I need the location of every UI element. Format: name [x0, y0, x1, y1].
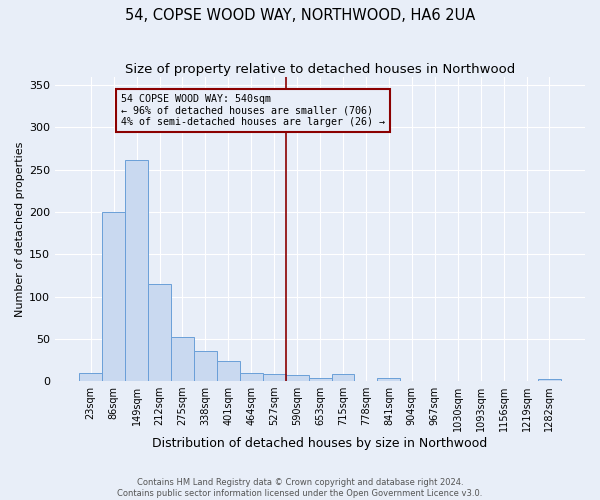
- Title: Size of property relative to detached houses in Northwood: Size of property relative to detached ho…: [125, 62, 515, 76]
- Bar: [171, 337, 194, 381]
- Bar: [308, 378, 332, 381]
- Bar: [286, 375, 308, 381]
- Bar: [538, 378, 561, 381]
- X-axis label: Distribution of detached houses by size in Northwood: Distribution of detached houses by size …: [152, 437, 488, 450]
- Bar: [125, 160, 148, 381]
- Bar: [217, 361, 240, 381]
- Text: 54 COPSE WOOD WAY: 540sqm
← 96% of detached houses are smaller (706)
4% of semi-: 54 COPSE WOOD WAY: 540sqm ← 96% of detac…: [121, 94, 385, 127]
- Bar: [377, 378, 400, 381]
- Bar: [79, 372, 102, 381]
- Bar: [194, 352, 217, 381]
- Text: Contains HM Land Registry data © Crown copyright and database right 2024.
Contai: Contains HM Land Registry data © Crown c…: [118, 478, 482, 498]
- Bar: [263, 374, 286, 381]
- Text: 54, COPSE WOOD WAY, NORTHWOOD, HA6 2UA: 54, COPSE WOOD WAY, NORTHWOOD, HA6 2UA: [125, 8, 475, 22]
- Bar: [240, 374, 263, 381]
- Bar: [332, 374, 355, 381]
- Bar: [148, 284, 171, 381]
- Y-axis label: Number of detached properties: Number of detached properties: [15, 141, 25, 316]
- Bar: [102, 212, 125, 381]
